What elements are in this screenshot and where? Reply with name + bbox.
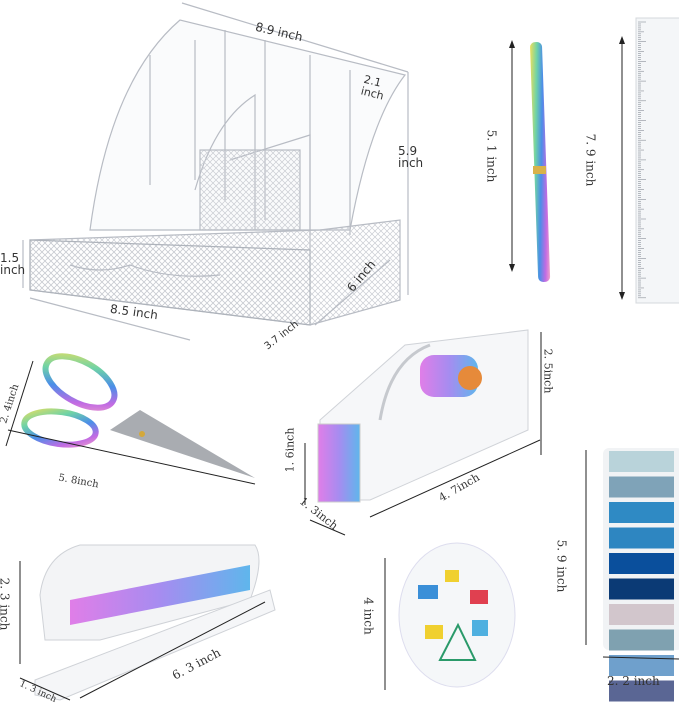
sticky-tab-swatch (609, 553, 674, 574)
pen-length-label: 5. 1 inch (484, 129, 499, 183)
sticky-tab-swatch (609, 527, 674, 549)
tape-height-label: 2. 5inch (541, 348, 555, 394)
sticky-tabs (585, 448, 679, 702)
sticky-tab-swatch (609, 476, 674, 498)
ruler-length-label: 7. 9 inch (583, 133, 598, 187)
desk-organizer (22, 2, 409, 341)
organizer-height-label: 5.9 inch (398, 144, 424, 170)
ruler (619, 17, 679, 304)
pen (509, 40, 551, 282)
tape-front-height-label: 1. 6inch (283, 427, 297, 473)
tabs-width-label: 2. 2 inch (607, 674, 660, 688)
sticky-tab-swatch (609, 502, 674, 523)
clips-box (384, 542, 516, 690)
stapler-height-label: 2. 3 inch (0, 577, 12, 631)
sticky-tab-swatch (609, 680, 674, 702)
sticky-tab-swatch (609, 604, 674, 625)
stapler (19, 544, 276, 701)
tape-dispenser (304, 329, 542, 536)
sticky-tab-swatch (609, 655, 674, 676)
clips-box-height-label: 4 inch (361, 597, 376, 635)
drawer-height-label: 1.5 inch (0, 251, 26, 277)
scissors (5, 353, 256, 485)
tabs-height-label: 5. 9 inch (554, 539, 569, 593)
sticky-tab-swatch (609, 629, 674, 651)
sticky-tab-swatch (609, 578, 674, 600)
sticky-tab-swatch (609, 451, 674, 472)
